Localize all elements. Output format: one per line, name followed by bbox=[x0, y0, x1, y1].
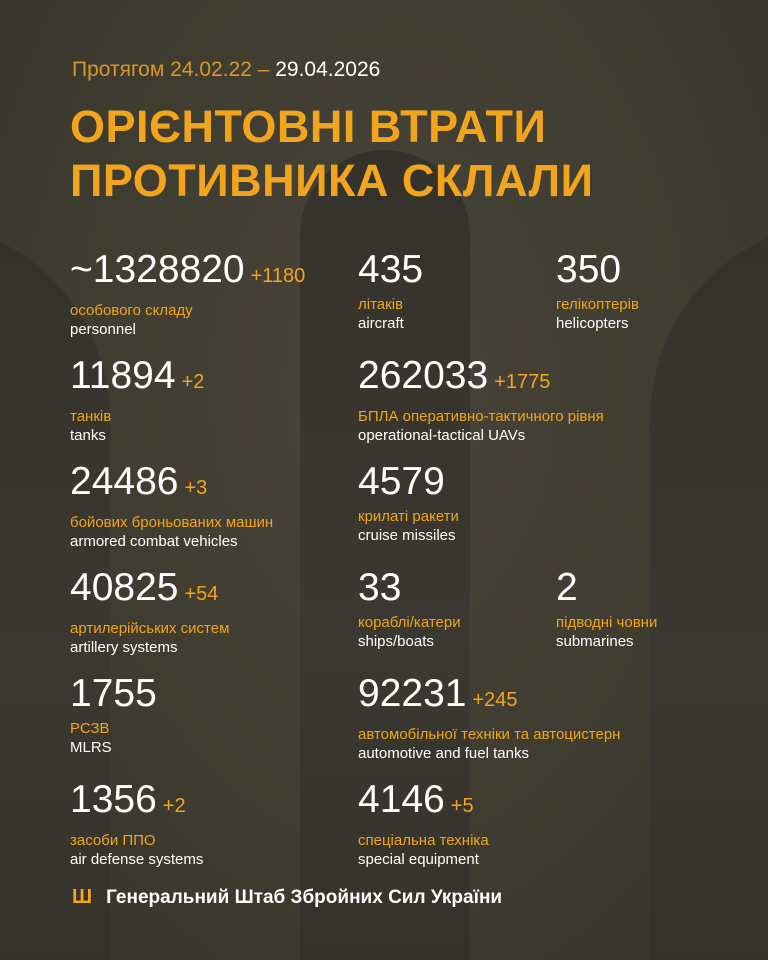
period: Протягом 24.02.22 – 29.04.2026 bbox=[72, 58, 380, 82]
stat-number: 92231 bbox=[358, 672, 467, 715]
stat-label-ua: РСЗВ bbox=[70, 720, 110, 737]
stat-mlrs: 1755 РСЗВ MLRS bbox=[70, 674, 157, 757]
stat-value: 435 bbox=[358, 250, 423, 290]
stat-value: 1356 +2 bbox=[70, 780, 203, 826]
stat-cruise-missiles: 4579 крилаті ракети cruise missiles bbox=[358, 462, 459, 545]
stat-delta: +1180 bbox=[250, 265, 306, 287]
footer: Генеральний Штаб Збройних Сил України bbox=[72, 886, 502, 909]
stat-value: 2 bbox=[556, 568, 657, 608]
title-line-1: ОРІЄНТОВНІ ВТРАТИ bbox=[70, 101, 547, 152]
stat-label-ua: особового складу bbox=[70, 302, 193, 319]
stat-label-en: submarines bbox=[556, 633, 634, 650]
stat-value: 40825 +54 bbox=[70, 568, 229, 614]
stat-label-ua: бойових броньованих машин bbox=[70, 514, 274, 531]
stat-number: 40825 bbox=[70, 566, 179, 609]
trident-icon bbox=[72, 886, 92, 909]
stat-label-ua: автомобільної техніки та автоцистерн bbox=[358, 726, 621, 743]
stat-number: 262033 bbox=[358, 354, 489, 397]
stat-label-en: special equipment bbox=[358, 851, 479, 868]
stat-delta: +2 bbox=[162, 795, 186, 817]
stat-label-ua: танків bbox=[70, 408, 112, 425]
stat-delta: +1775 bbox=[494, 371, 551, 393]
background-shape-center bbox=[300, 150, 470, 960]
stat-label-en: automotive and fuel tanks bbox=[358, 745, 529, 762]
stat-number: 2 bbox=[556, 566, 578, 609]
stat-armored-combat-vehicles: 24486 +3 бойових броньованих машин armored … bbox=[70, 462, 274, 551]
stat-label-en: operational-tactical UAVs bbox=[358, 427, 526, 444]
stat-delta: +245 bbox=[472, 689, 518, 711]
stat-label-en: MLRS bbox=[70, 739, 112, 756]
stat-label-ua: кораблі/катери bbox=[358, 614, 461, 631]
stat-label-en: helicopters bbox=[556, 315, 629, 332]
stat-value: 11894 +2 bbox=[70, 356, 204, 402]
stat-submarines: 2 підводні човни submarines bbox=[556, 568, 658, 651]
stat-number: 33 bbox=[358, 566, 402, 609]
stat-number: 11894 bbox=[70, 354, 176, 397]
stat-operational-tactical-uavs: 262033 +1775 БПЛА оперативно-тактичного рі… bbox=[358, 356, 604, 445]
stat-label-en: ships/boats bbox=[358, 633, 434, 650]
stat-number: ~1328820 bbox=[70, 248, 245, 291]
stat-number: 4146 bbox=[358, 778, 445, 821]
page-title: ОРІЄНТОВНІ ВТРАТИ ПРОТИВНИКА СКЛАЛИ bbox=[70, 100, 593, 208]
period-prefix: Протягом 24.02.22 – bbox=[72, 58, 270, 81]
stat-personnel: ~1328820 +1180 особового складу personnel bbox=[70, 250, 305, 339]
title-line-2: ПРОТИВНИКА СКЛАЛИ bbox=[70, 155, 594, 206]
stat-number: 350 bbox=[556, 248, 622, 291]
stat-delta: +5 bbox=[450, 795, 474, 817]
stat-label-en: aircraft bbox=[358, 315, 404, 332]
period-end-date: 29.04.2026 bbox=[275, 58, 381, 81]
stat-label-ua: спеціальна техніка bbox=[358, 832, 489, 849]
stat-label-en: tanks bbox=[70, 427, 106, 444]
stat-helicopters: 350 гелікоптерів helicopters bbox=[556, 250, 639, 333]
stat-number: 435 bbox=[358, 248, 424, 291]
stat-label-en: air defense systems bbox=[70, 851, 204, 868]
stat-label-ua: БПЛА оперативно-тактичного рівня bbox=[358, 408, 604, 425]
stat-tanks: 11894 +2 танків tanks bbox=[70, 356, 204, 445]
stat-value: 4579 bbox=[358, 462, 459, 502]
stat-automotive-and-fuel-tanks: 92231 +245 автомобільної техніки та автоци… bbox=[358, 674, 621, 763]
stat-number: 1356 bbox=[70, 778, 157, 821]
background-shape-left bbox=[0, 220, 110, 960]
stat-label-en: armored combat vehicles bbox=[70, 533, 238, 550]
stat-label-ua: літаків bbox=[358, 296, 403, 313]
stat-label-en: personnel bbox=[70, 321, 136, 338]
stat-delta: +3 bbox=[184, 477, 208, 499]
background-shape-right bbox=[650, 220, 768, 960]
stat-label-ua: підводні човни bbox=[556, 614, 658, 631]
stat-special-equipment: 4146 +5 спеціальна техніка special equipmen… bbox=[358, 780, 489, 869]
stat-air-defense-systems: 1356 +2 засоби ППО air defense systems bbox=[70, 780, 204, 869]
stat-label-ua: засоби ППО bbox=[70, 832, 156, 849]
stat-number: 1755 bbox=[70, 672, 157, 715]
stat-aircraft: 435 літаків aircraft bbox=[358, 250, 423, 333]
stat-label-ua: артилерійських систем bbox=[70, 620, 230, 637]
stat-value: ~1328820 +1180 bbox=[70, 250, 305, 296]
stat-value: 262033 +1775 bbox=[358, 356, 604, 402]
stat-number: 24486 bbox=[70, 460, 179, 503]
stat-artillery-systems: 40825 +54 артилерійських систем artillery s… bbox=[70, 568, 230, 657]
stat-value: 1755 bbox=[70, 674, 157, 714]
stat-delta: +2 bbox=[181, 371, 205, 393]
stat-label-en: artillery systems bbox=[70, 639, 178, 656]
stat-value: 4146 +5 bbox=[358, 780, 489, 826]
stat-label-ua: крилаті ракети bbox=[358, 508, 459, 525]
footer-text: Генеральний Штаб Збройних Сил України bbox=[106, 886, 503, 908]
stat-value: 92231 +245 bbox=[358, 674, 620, 720]
stat-value: 350 bbox=[556, 250, 639, 290]
stat-number: 4579 bbox=[358, 460, 445, 503]
stat-ships-boats: 33 кораблі/катери ships/boats bbox=[358, 568, 461, 651]
stat-delta: +54 bbox=[184, 583, 219, 605]
stat-value: 24486 +3 bbox=[70, 462, 273, 508]
stat-value: 33 bbox=[358, 568, 461, 608]
stat-label-en: cruise missiles bbox=[358, 527, 456, 544]
stat-label-ua: гелікоптерів bbox=[556, 296, 639, 313]
